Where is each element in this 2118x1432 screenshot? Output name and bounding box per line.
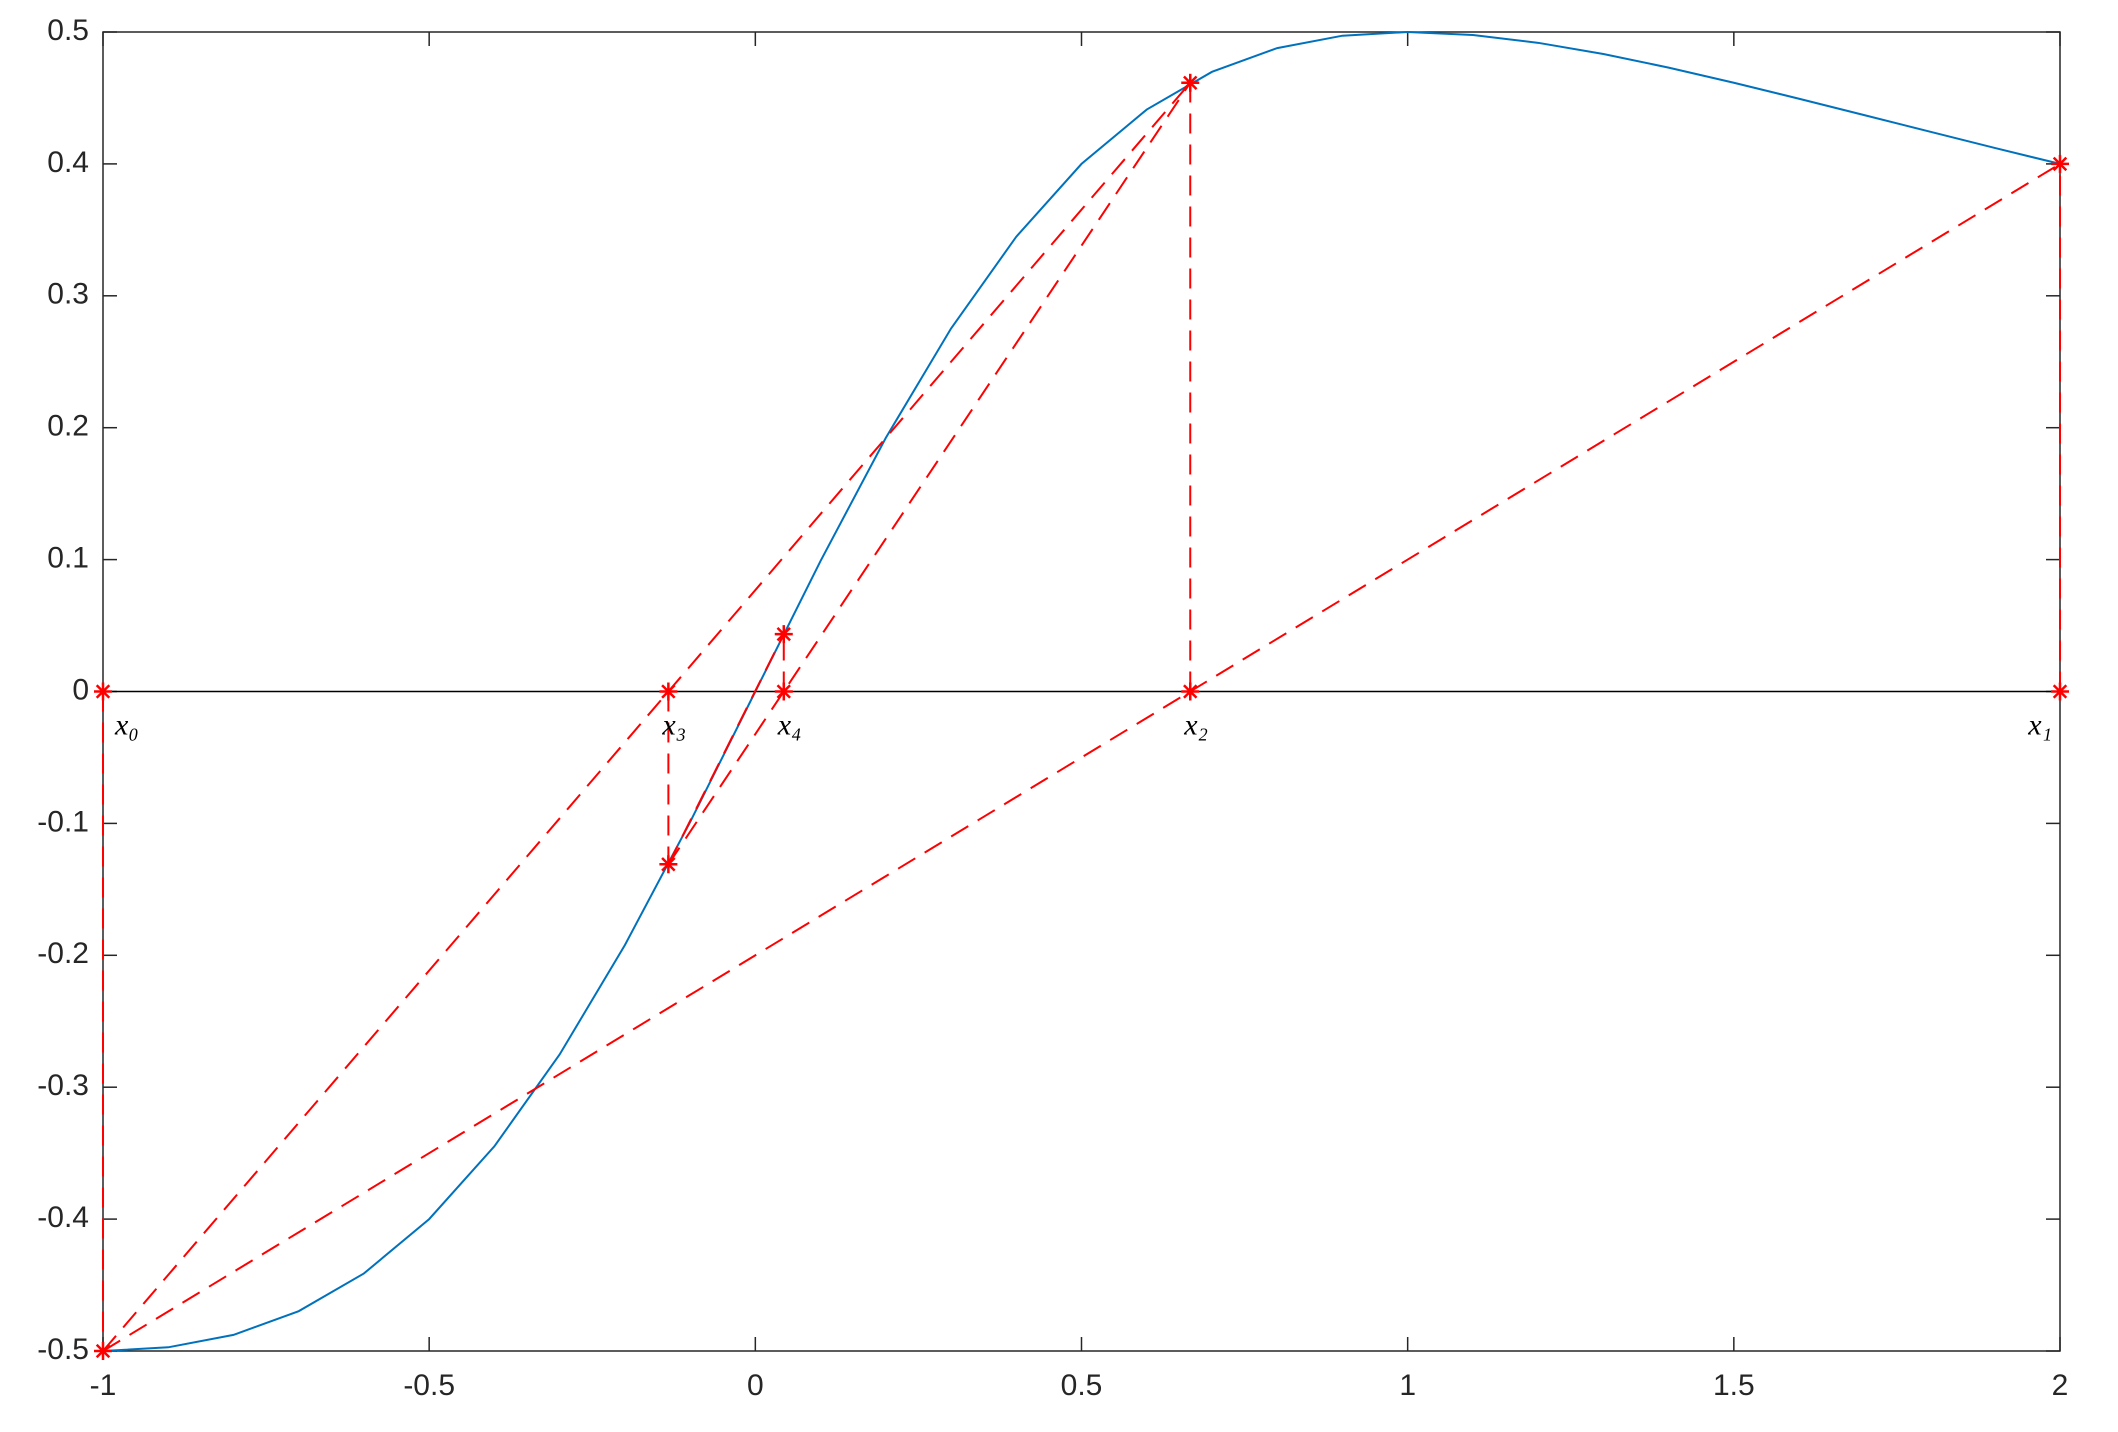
marker-stroke [1183,75,1198,90]
x-tick-label: 2 [2052,1369,2069,1402]
x-tick-label: -1 [90,1369,117,1402]
y-tick-label: 0.3 [47,278,89,311]
asterisk-marker [2051,682,2069,701]
y-tick-label: -0.4 [37,1201,89,1234]
marker-stroke [95,1343,111,1359]
y-tick-label: 0.4 [47,146,89,179]
asterisk-marker [94,1342,112,1360]
iterate-label: x₂ [1183,708,1208,741]
asterisk-marker [94,682,112,701]
asterisk-marker [659,855,678,874]
y-tick-label: -0.2 [37,937,89,970]
asterisk-marker [774,625,793,644]
x-tick-label: 0.5 [1061,1369,1103,1402]
iterate-label: x₁ [2027,708,2052,741]
y-tick-label: -0.3 [37,1069,89,1102]
secant-line [667,82,1192,865]
x-tick-label: 0 [747,1369,764,1402]
y-tick-label: 0.2 [47,410,89,443]
iterate-label: x₀ [114,708,139,741]
marker-stroke [95,684,111,699]
iterate-label: x₄ [777,708,802,741]
x-tick-label: 1 [1399,1369,1416,1402]
iterate-label: x₃ [661,708,686,741]
asterisk-marker [1181,682,1200,701]
marker-stroke [776,626,791,642]
secant-line [667,633,785,865]
marker-stroke [2052,156,2068,172]
x-tick-label: 1.5 [1713,1369,1755,1402]
x-tick-label: -0.5 [403,1369,455,1402]
marker-stroke [2052,684,2068,699]
y-tick-label: -0.5 [37,1333,89,1366]
y-tick-label: 0.5 [47,14,89,47]
asterisk-marker [2051,154,2069,173]
y-tick-label: -0.1 [37,805,89,838]
secant-line [102,82,1191,1352]
y-tick-label: 0.1 [47,542,89,575]
function-curve [102,30,2061,1352]
marker-stroke [776,684,791,699]
asterisk-marker [774,682,793,701]
marker-stroke [1183,684,1198,699]
y-tick-label: 0 [72,673,89,706]
asterisk-marker [659,682,678,701]
marker-stroke [661,857,676,872]
asterisk-marker [1181,73,1200,92]
secant-line [102,163,2061,1352]
marker-stroke [661,684,676,699]
